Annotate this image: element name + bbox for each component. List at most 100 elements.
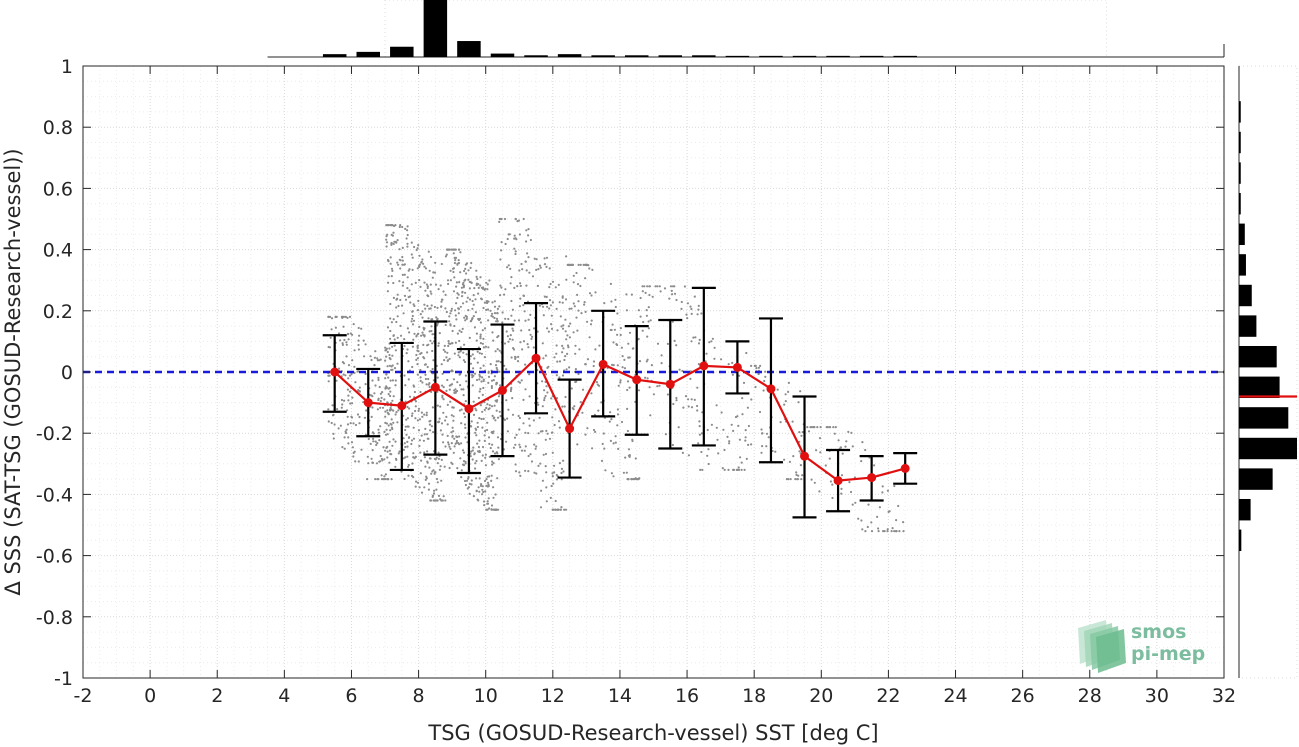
scatter-point bbox=[533, 327, 536, 330]
scatter-point bbox=[457, 351, 460, 354]
scatter-point bbox=[612, 442, 615, 445]
scatter-point bbox=[449, 279, 452, 282]
scatter-point bbox=[370, 358, 373, 362]
scatter-point bbox=[406, 245, 409, 248]
scatter-point bbox=[416, 481, 420, 484]
scatter-point bbox=[422, 262, 425, 265]
scatter-point bbox=[545, 265, 548, 268]
scatter-point bbox=[560, 478, 563, 481]
scatter-point bbox=[572, 281, 575, 284]
scatter-point bbox=[441, 298, 444, 301]
scatter-point bbox=[451, 434, 454, 438]
top-histogram-bar bbox=[591, 55, 615, 57]
scatter-point bbox=[828, 457, 831, 460]
scatter-point bbox=[551, 301, 555, 304]
scatter-point bbox=[365, 409, 368, 412]
scatter-point bbox=[524, 363, 527, 366]
scatter-point bbox=[464, 462, 467, 465]
scatter-point bbox=[902, 530, 905, 533]
scatter-point bbox=[515, 433, 518, 436]
right-histogram-grid bbox=[1238, 65, 1298, 679]
scatter-point bbox=[352, 323, 355, 326]
scatter-point bbox=[675, 298, 678, 302]
scatter-point bbox=[492, 462, 495, 465]
scatter-point bbox=[544, 394, 547, 398]
scatter-point bbox=[388, 364, 391, 367]
scatter-point bbox=[681, 451, 685, 454]
scatter-point bbox=[464, 400, 467, 403]
scatter-point bbox=[423, 413, 426, 416]
scatter-point bbox=[565, 368, 568, 371]
scatter-point bbox=[389, 262, 392, 265]
scatter-point bbox=[495, 366, 498, 370]
scatter-point bbox=[837, 439, 840, 442]
scatter-point bbox=[700, 450, 703, 454]
scatter-point bbox=[448, 320, 451, 323]
scatter-point bbox=[427, 377, 430, 381]
scatter-point bbox=[456, 263, 459, 266]
x-tick-label: 20 bbox=[809, 685, 833, 707]
scatter-point bbox=[545, 256, 549, 259]
scatter-point bbox=[350, 372, 353, 376]
scatter-point bbox=[565, 338, 568, 341]
scatter-point bbox=[690, 398, 693, 401]
scatter-point bbox=[460, 442, 463, 445]
scatter-point bbox=[389, 394, 392, 398]
scatter-point bbox=[527, 256, 530, 259]
scatter-point bbox=[497, 334, 500, 338]
scatter-point bbox=[390, 321, 393, 324]
scatter-point bbox=[574, 344, 577, 347]
scatter-point bbox=[445, 356, 448, 359]
scatter-point bbox=[530, 460, 534, 463]
scatter-point bbox=[649, 319, 652, 322]
scatter-point bbox=[610, 472, 614, 475]
scatter-point bbox=[357, 460, 360, 463]
scatter-point bbox=[427, 317, 430, 320]
scatter-point bbox=[408, 407, 411, 410]
scatter-point bbox=[329, 336, 332, 339]
scatter-point bbox=[812, 426, 815, 429]
scatter-point bbox=[755, 367, 758, 370]
scatter-point bbox=[411, 365, 414, 369]
scatter-point bbox=[485, 478, 488, 481]
scatter-point bbox=[612, 475, 615, 478]
scatter-point bbox=[626, 407, 629, 410]
scatter-point bbox=[660, 354, 663, 357]
scatter-point bbox=[754, 385, 757, 389]
scatter-point bbox=[710, 340, 713, 343]
scatter-point bbox=[535, 258, 538, 261]
scatter-point bbox=[385, 348, 388, 352]
scatter-point bbox=[376, 357, 379, 360]
scatter-point bbox=[392, 334, 395, 337]
scatter-point bbox=[404, 428, 407, 432]
scatter-point bbox=[440, 305, 443, 308]
scatter-point bbox=[510, 314, 513, 317]
scatter-point bbox=[436, 306, 439, 309]
scatter-point bbox=[441, 394, 444, 397]
scatter-point bbox=[551, 472, 554, 475]
scatter-point bbox=[418, 325, 421, 328]
scatter-point bbox=[390, 368, 393, 371]
scatter-point bbox=[393, 344, 396, 347]
scatter-point bbox=[522, 422, 525, 425]
scatter-point bbox=[394, 349, 397, 352]
scatter-point bbox=[379, 425, 382, 428]
scatter-point bbox=[352, 455, 355, 458]
scatter-point bbox=[638, 360, 642, 363]
scatter-point bbox=[381, 406, 385, 409]
scatter-point bbox=[374, 384, 377, 387]
scatter-point bbox=[795, 471, 798, 474]
scatter-point bbox=[887, 510, 890, 513]
x-tick-label: 0 bbox=[144, 685, 156, 707]
scatter-point bbox=[488, 442, 491, 445]
scatter-point bbox=[575, 316, 578, 319]
series-point bbox=[766, 384, 776, 394]
scatter-point bbox=[624, 456, 627, 459]
scatter-point bbox=[425, 475, 428, 478]
scatter-point bbox=[710, 423, 714, 426]
scatter-point bbox=[491, 301, 494, 304]
scatter-point bbox=[571, 263, 574, 266]
scatter-point bbox=[407, 425, 410, 428]
scatter-point bbox=[601, 442, 604, 446]
scatter-point bbox=[470, 479, 473, 482]
